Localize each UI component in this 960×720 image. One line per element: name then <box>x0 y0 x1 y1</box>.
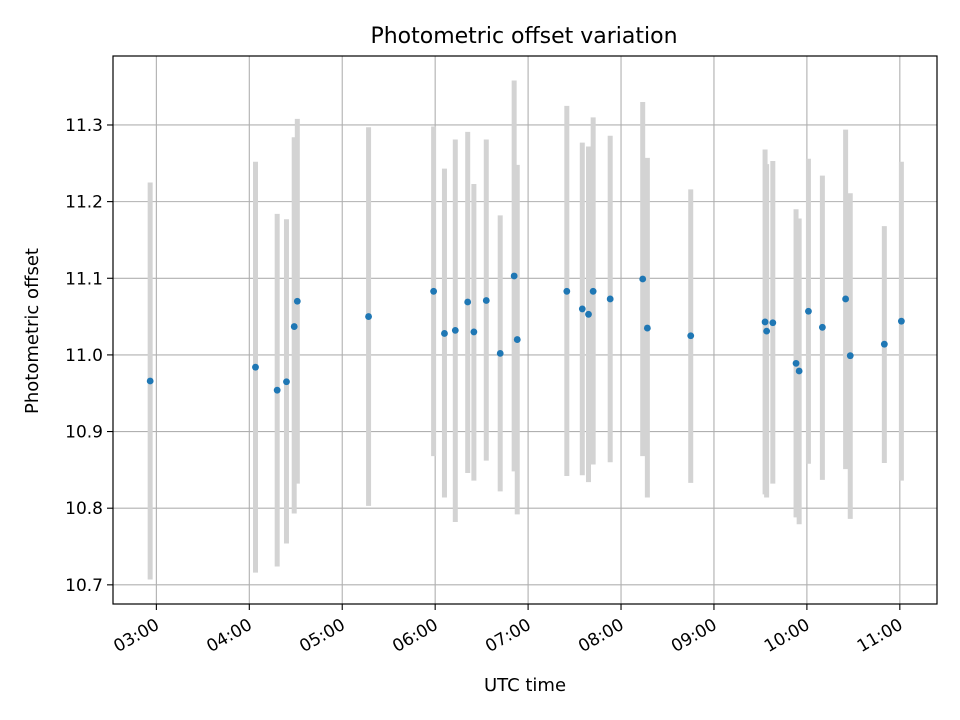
data-point <box>482 297 490 304</box>
x-tick-label: 07:00 <box>482 615 534 657</box>
y-tick-label: 10.7 <box>65 576 103 596</box>
data-point <box>290 323 298 330</box>
data-point <box>763 327 771 335</box>
y-tick-label: 11.3 <box>65 116 103 136</box>
data-point <box>792 359 800 367</box>
data-point <box>842 295 850 303</box>
data-point <box>470 328 478 336</box>
data-point <box>252 363 259 371</box>
data-point <box>795 367 803 375</box>
y-tick-label: 11.1 <box>65 269 103 289</box>
x-tick-label: 09:00 <box>668 615 720 657</box>
data-point <box>585 310 592 318</box>
data-point <box>563 287 571 295</box>
y-axis-label: Photometric offset <box>22 248 43 414</box>
data-point <box>273 386 281 394</box>
data-point <box>451 326 459 334</box>
plot-area-frame <box>112 55 938 605</box>
y-tick-label: 10.9 <box>65 423 103 443</box>
x-tick-label: 06:00 <box>389 615 441 657</box>
data-point <box>589 287 597 295</box>
data-point <box>897 317 905 325</box>
data-point <box>283 378 290 386</box>
data-point <box>769 319 777 327</box>
data-point <box>639 275 647 283</box>
data-point <box>643 324 651 332</box>
data-point <box>293 297 301 305</box>
data-point <box>496 349 504 357</box>
data-point <box>687 332 695 340</box>
data-point <box>805 307 812 315</box>
data-point <box>880 340 888 348</box>
chart-title: Photometric offset variation <box>370 24 677 49</box>
data-point <box>818 323 826 331</box>
data-point <box>365 313 372 320</box>
x-axis-label: UTC time <box>484 675 566 696</box>
x-tick-label: 03:00 <box>110 615 162 657</box>
data-point <box>146 377 154 385</box>
y-tick-label: 11.2 <box>65 193 103 213</box>
y-axis-ticks: 10.7 10.8 10.9 11.0 11.1 11.2 11.3 <box>65 116 113 596</box>
x-tick-label: 11:00 <box>854 615 906 657</box>
data-point <box>761 318 769 326</box>
x-tick-label: 04:00 <box>203 615 255 657</box>
data-point <box>464 298 472 306</box>
x-tick-label: 10:00 <box>761 615 813 657</box>
data-point <box>510 272 518 280</box>
grid-lines <box>113 56 937 604</box>
data-point <box>578 305 586 313</box>
data-point <box>606 295 614 303</box>
data-point <box>846 352 854 360</box>
y-tick-label: 11.0 <box>65 346 103 366</box>
y-tick-label: 10.8 <box>65 499 103 519</box>
error-bars <box>147 80 904 580</box>
x-axis-ticks: 03:00 04:00 05:00 06:00 07:00 08:00 09:00 10:00… <box>110 604 906 657</box>
x-tick-label: 08:00 <box>575 615 627 657</box>
data-point <box>430 287 438 295</box>
data-points <box>146 272 905 394</box>
data-point <box>513 336 521 343</box>
x-tick-label: 05:00 <box>296 615 348 657</box>
data-point <box>441 330 448 337</box>
